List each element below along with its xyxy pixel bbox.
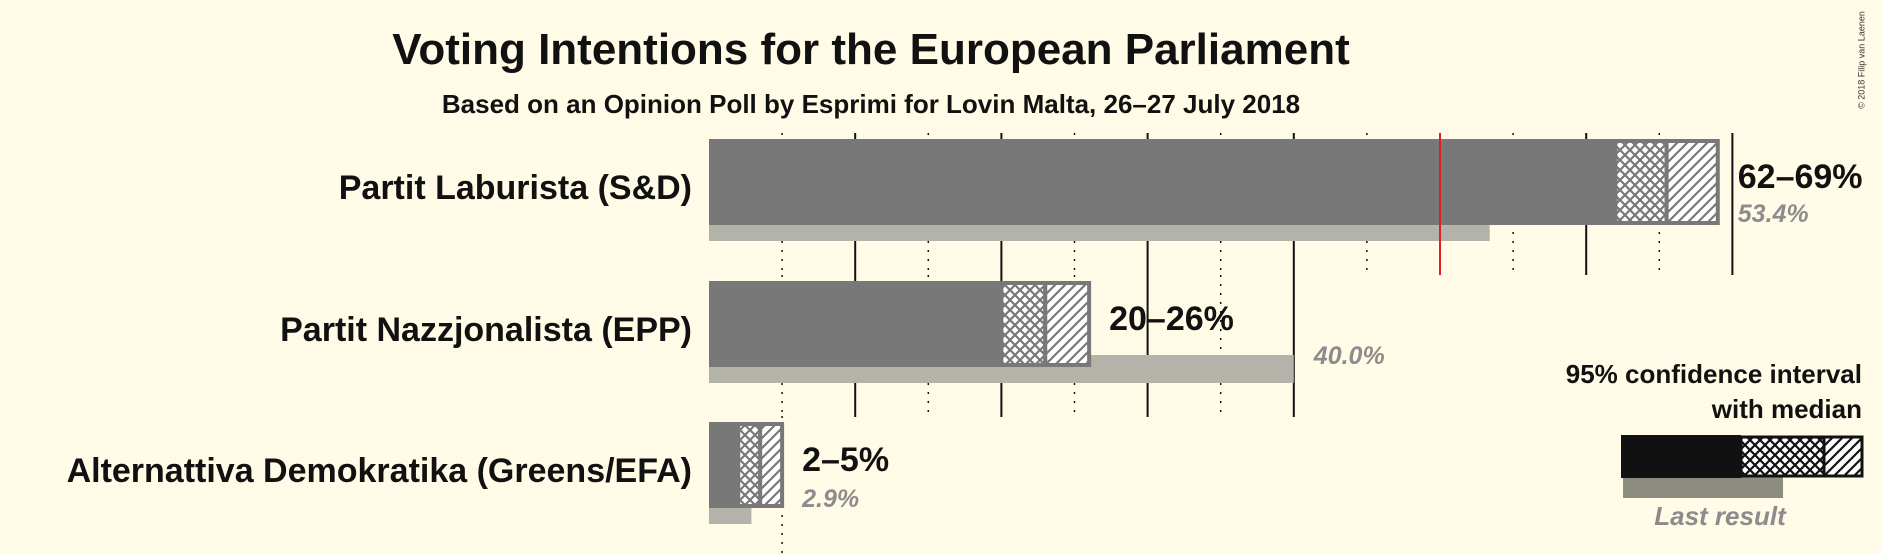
chart-subtitle: Based on an Opinion Poll by Esprimi for … [442,89,1300,119]
legend-last-result-label: Last result [1654,501,1787,531]
party-label: Alternattiva Demokratika (Greens/EFA) [67,452,692,490]
ci-lower-hatch [1613,139,1669,225]
party-label: Partit Laburista (S&D) [339,169,692,207]
last-result-label: 2.9% [801,485,859,513]
plot-area: Partit Laburista (S&D) 62–69%53.4%Partit … [67,133,1863,554]
chart-title: Voting Intentions for the European Parli… [392,25,1350,74]
party-row-2: Partit Nazzjonalista (EPP) 20–26% 40.0% [280,275,1385,417]
legend-title-line2: with median [1711,394,1862,424]
party-row-3: Alternattiva Demokratika (Greens/EFA) 2–5… [67,416,889,554]
bar-solid [709,281,1002,367]
legend-last-result-bar [1623,476,1783,498]
ci-upper-hatch [758,422,785,508]
party-row-1: Partit Laburista (S&D) 62–69% 53.4% [339,133,1863,275]
legend-ci-bar [1621,435,1741,478]
ci-value-label: 20–26% [1109,300,1234,338]
bar-solid [709,139,1616,225]
legend-ci-upper-hatch [1822,435,1864,478]
ci-upper-hatch [1664,139,1720,225]
legend: 95% confidence interval with median Last… [1566,359,1864,531]
legend-title-line1: 95% confidence interval [1566,359,1862,389]
bar-solid [709,422,739,508]
ci-lower-hatch [999,281,1048,367]
last-result-label: 53.4% [1738,200,1809,228]
legend-ci-lower-hatch [1739,435,1826,478]
ci-value-label: 62–69% [1738,158,1863,196]
copyright-note: © 2018 Filip van Laenen [1856,11,1866,109]
ci-lower-hatch [736,422,763,508]
ci-upper-hatch [1043,281,1092,367]
party-label: Partit Nazzjonalista (EPP) [280,311,692,349]
last-result-label: 40.0% [1313,342,1385,370]
ci-value-label: 2–5% [802,441,889,479]
